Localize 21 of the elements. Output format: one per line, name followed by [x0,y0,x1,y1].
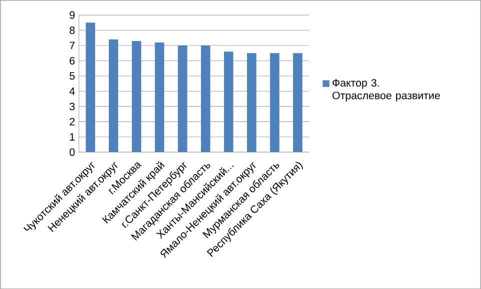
y-tick-label: 7 [70,42,75,50]
y-tick-label: 8 [70,26,75,34]
bar [247,52,256,152]
y-tick-label: 5 [70,72,75,80]
bar [132,40,142,152]
bar [224,51,234,152]
y-tick-label: 6 [70,56,75,64]
y-tick-label: 1 [70,133,75,140]
y-tick-label: 4 [69,87,75,95]
y-tick-label: 9 [70,11,75,19]
legend-label: Фактор 3. Отраслевое развитие [332,78,440,102]
y-tick-label: 2 [70,118,75,126]
bar [178,45,188,152]
bar [86,22,96,152]
y-tick-label: 0 [70,148,75,156]
bar [200,45,210,152]
bar [293,52,302,152]
bar [270,52,280,152]
bar [154,42,164,152]
bar [108,39,118,152]
y-tick-label: 3 [70,102,75,110]
